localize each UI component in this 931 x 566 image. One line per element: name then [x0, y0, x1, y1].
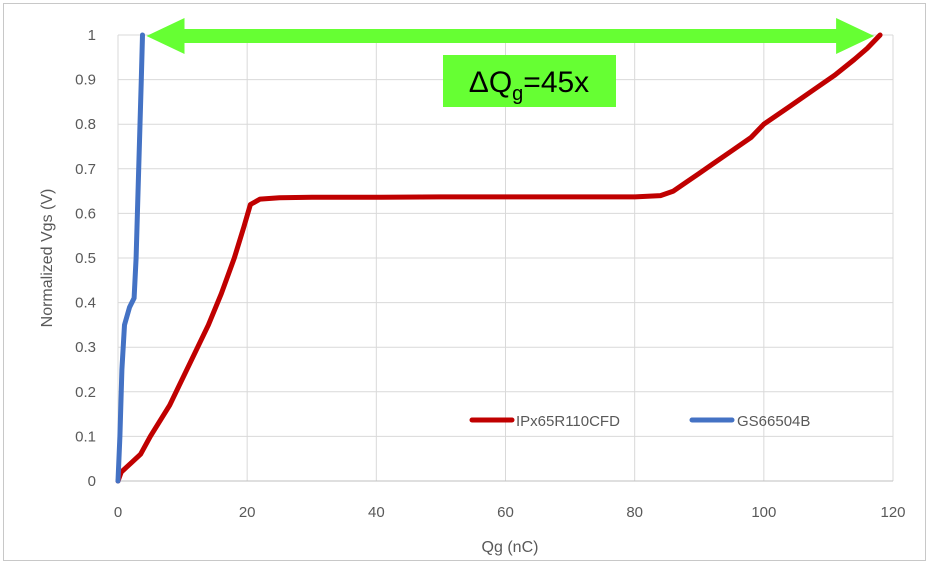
annotation-label: ΔQg=45x — [469, 66, 589, 105]
y-tick-label: 0.1 — [75, 428, 96, 445]
x-tick-label: 80 — [626, 504, 643, 521]
double-arrow — [146, 18, 875, 54]
x-tick-label: 0 — [114, 504, 122, 521]
y-tick-label: 0.2 — [75, 384, 96, 401]
legend-label-gs66504b: GS66504B — [737, 413, 810, 430]
series-lines — [115, 32, 883, 484]
x-axis-title: Qg (nC) — [482, 539, 539, 556]
y-tick-label: 0.7 — [75, 161, 96, 178]
y-tick-label: 0.3 — [75, 339, 96, 356]
y-tick-label: 0.6 — [75, 205, 96, 222]
y-axis-title: Normalized Vgs (V) — [39, 189, 56, 328]
x-tick-label: 100 — [751, 504, 776, 521]
y-tick-label: 1 — [88, 27, 96, 44]
y-tick-label: 0.4 — [75, 295, 96, 312]
legend: IPx65R110CFD GS66504B — [469, 413, 810, 430]
y-tick-labels: 0 0.1 0.2 0.3 0.4 0.5 0.6 0.7 0.8 0.9 1 — [75, 27, 96, 490]
delta-qg-annotation: ΔQg=45x — [146, 18, 875, 107]
x-tick-label: 20 — [239, 504, 256, 521]
series-line-ipx65r110cfd — [115, 32, 883, 484]
x-tick-labels: 0 20 40 60 80 100 120 — [114, 504, 906, 521]
x-tick-label: 60 — [497, 504, 514, 521]
y-tick-label: 0 — [88, 473, 96, 490]
annotation-box — [443, 55, 616, 107]
y-tick-label: 0.8 — [75, 116, 96, 133]
legend-label-ipx65r110cfd: IPx65R110CFD — [516, 413, 620, 430]
series-line-gs66504b — [115, 32, 145, 484]
x-tick-label: 40 — [368, 504, 385, 521]
x-tick-label: 120 — [880, 504, 905, 521]
y-tick-label: 0.9 — [75, 72, 96, 89]
y-tick-label: 0.5 — [75, 250, 96, 267]
